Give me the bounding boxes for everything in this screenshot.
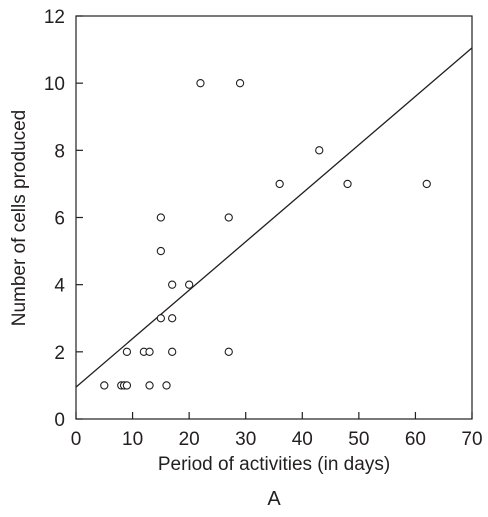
data-point — [145, 347, 154, 356]
x-tick-label: 30 — [235, 429, 256, 450]
data-point — [168, 347, 177, 356]
x-tick-label: 60 — [405, 429, 426, 450]
data-point — [196, 79, 205, 88]
y-tick-label: 10 — [44, 74, 65, 95]
x-axis-ticks: 0 10 20 30 40 50 60 70 — [71, 412, 483, 450]
data-points — [100, 79, 431, 390]
y-axis-title: Number of cells produced — [9, 110, 30, 327]
x-tick-label: 10 — [122, 429, 143, 450]
data-point — [422, 179, 431, 189]
data-point — [315, 146, 324, 155]
data-point — [156, 314, 166, 323]
y-tick-label: 12 — [44, 7, 65, 28]
x-tick-label: 0 — [71, 429, 82, 450]
x-tick-label: 20 — [179, 429, 200, 450]
data-point — [343, 179, 352, 189]
data-point — [168, 314, 177, 323]
data-point — [168, 280, 177, 289]
data-point — [235, 79, 245, 88]
x-tick-label: 70 — [461, 429, 482, 450]
data-point — [184, 280, 194, 289]
data-point — [145, 381, 154, 390]
y-tick-label: 0 — [54, 410, 65, 431]
trend-line — [75, 47, 473, 388]
data-point — [100, 381, 109, 390]
data-point — [162, 381, 171, 390]
y-tick-label: 8 — [54, 141, 65, 162]
data-point — [156, 213, 166, 222]
data-point — [224, 213, 233, 222]
x-axis-title: Period of activities (in days) — [158, 454, 390, 475]
y-tick-label: 2 — [54, 343, 65, 364]
x-tick-label: 50 — [348, 429, 369, 450]
data-point — [122, 381, 132, 390]
y-tick-label: 4 — [54, 276, 65, 297]
data-point — [275, 179, 284, 189]
panel-label: A — [267, 488, 281, 510]
data-point — [224, 347, 233, 356]
x-tick-label: 40 — [292, 429, 313, 450]
data-point — [156, 246, 166, 256]
data-point — [122, 347, 132, 356]
y-tick-label: 6 — [54, 209, 65, 230]
y-axis-ticks: 0 2 4 6 8 10 12 — [44, 7, 83, 431]
